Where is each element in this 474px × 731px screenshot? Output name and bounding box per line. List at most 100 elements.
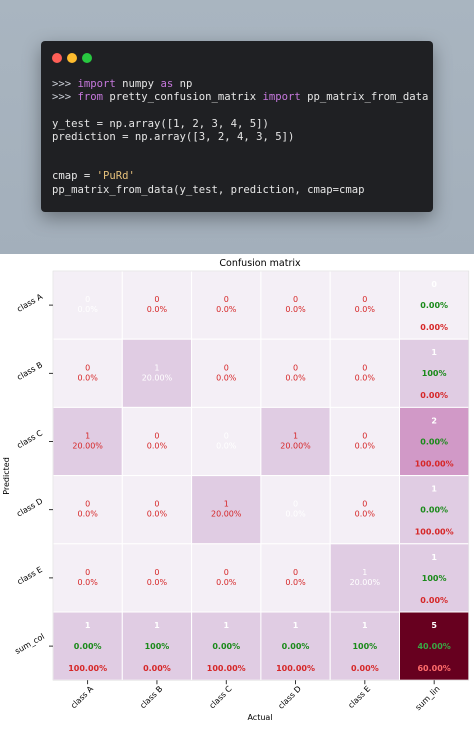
code-line: >>> import numpy as np xyxy=(52,78,427,91)
cell-percent: 0.0% xyxy=(216,442,237,451)
cell-accuracy: 0.00% xyxy=(212,642,240,651)
cell-count: 0 xyxy=(154,295,159,304)
cell-percent: 0.0% xyxy=(147,442,168,451)
matrix-cell: 00.0% xyxy=(260,338,331,408)
cell-count: 0 xyxy=(85,500,90,509)
matrix-cell: 2 0.00% 100.00% xyxy=(399,406,470,477)
cell-background xyxy=(329,543,401,613)
code-token: cmap = xyxy=(52,170,97,183)
cell-count: 1 xyxy=(431,553,437,562)
cell-count: 1 xyxy=(154,621,160,630)
x-tick-label: sum_lin xyxy=(414,684,442,712)
y-axis-label: Predicted xyxy=(2,457,11,495)
matrix-cell: 1 100% 0.00% xyxy=(329,611,401,681)
matrix-cell: 00.0% xyxy=(329,338,401,408)
cell-percent: 0.0% xyxy=(216,373,237,382)
x-tick-label: class D xyxy=(276,684,303,711)
x-tick-label: class A xyxy=(69,684,95,710)
cell-background xyxy=(399,270,470,340)
cell-count: 0 xyxy=(293,568,298,577)
code-line: cmap = 'PuRd' xyxy=(52,170,427,183)
close-window-dot-icon[interactable] xyxy=(52,53,62,63)
x-tick-label: class B xyxy=(138,684,164,710)
code-token: pp_matrix_from_data xyxy=(300,91,429,104)
matrix-cell: 00.0% xyxy=(52,543,123,613)
cell-percent: 0.0% xyxy=(285,373,306,382)
cell-background xyxy=(260,475,331,545)
confusion-matrix-chart: Confusion matrix 00.0%00.0%00.0%00.0%00.… xyxy=(2,258,470,722)
cell-accuracy: 100% xyxy=(422,574,447,583)
cell-count: 0 xyxy=(154,568,159,577)
cell-accuracy: 0.00% xyxy=(74,642,102,651)
cell-count: 1 xyxy=(85,432,90,441)
cell-error: 0.00% xyxy=(420,596,448,605)
cell-percent: 0.0% xyxy=(355,510,376,519)
matrix-cell: 00.0% xyxy=(191,270,262,340)
cell-error: 100.00% xyxy=(415,528,454,537)
cell-accuracy: 100% xyxy=(422,369,447,378)
cell-count: 0 xyxy=(362,432,367,441)
code-block: >>> import numpy as np >>> from pretty_co… xyxy=(52,78,429,197)
cell-background xyxy=(121,406,193,477)
cell-background xyxy=(329,475,401,545)
y-tick-label: class D xyxy=(15,496,44,518)
cell-accuracy: 100% xyxy=(145,642,170,651)
code-token: >>> xyxy=(52,91,78,104)
code-token: np xyxy=(173,78,193,90)
cell-count: 0 xyxy=(85,568,90,577)
matrix-cell: 1 0.00% 100.00% xyxy=(52,611,123,681)
cell-count: 0 xyxy=(224,295,229,304)
cell-background xyxy=(329,406,401,477)
matrix-cell: 00.0% xyxy=(52,338,123,408)
cell-percent: 20.00% xyxy=(211,510,242,519)
matrix-cell: 00.0% xyxy=(121,475,193,545)
cell-percent: 20.00% xyxy=(142,373,173,382)
cell-percent: 0.0% xyxy=(147,305,168,314)
cell-background xyxy=(399,338,470,408)
code-token: numpy xyxy=(115,78,161,90)
cell-count: 1 xyxy=(362,621,368,630)
cell-accuracy: 0.00% xyxy=(420,301,448,310)
cell-error: 100.00% xyxy=(68,664,107,673)
y-tick-label: sum_col xyxy=(13,632,46,656)
cell-count: 1 xyxy=(293,432,298,441)
matrix-cell: 120.00% xyxy=(191,475,262,545)
cell-percent: 20.00% xyxy=(280,442,311,451)
confusion-matrix-figure: Confusion matrix 0 0.0% 0 0.0% 0 0.0% 0 0.0% 0 0.… xyxy=(0,254,474,727)
cell-count: 0 xyxy=(293,500,298,509)
code-token: import xyxy=(77,78,116,90)
cell-count: 1 xyxy=(85,621,91,630)
zoom-window-dot-icon[interactable] xyxy=(82,53,92,63)
cell-count: 1 xyxy=(293,621,299,630)
cell-count: 0 xyxy=(362,500,367,509)
cell-percent: 0.0% xyxy=(216,305,237,314)
matrix-cell: 00.0% xyxy=(52,270,123,340)
minimize-window-dot-icon[interactable] xyxy=(67,53,77,63)
cell-count: 0 xyxy=(154,500,159,509)
cell-count: 0 xyxy=(224,363,229,372)
cell-percent: 0.0% xyxy=(77,510,98,519)
cell-background xyxy=(260,270,331,340)
cell-count: 2 xyxy=(431,416,437,425)
cell-background xyxy=(191,543,262,613)
cell-background xyxy=(121,270,193,340)
cell-percent: 20.00% xyxy=(350,578,381,587)
cell-background xyxy=(121,338,193,408)
cell-percent: 0.0% xyxy=(216,578,237,587)
matrix-cell: 00.0% xyxy=(52,475,123,545)
cell-percent: 0.0% xyxy=(285,578,306,587)
cell-accuracy: 0.00% xyxy=(282,642,310,651)
cell-percent: 0.0% xyxy=(147,510,168,519)
cell-background xyxy=(260,406,331,477)
cell-percent: 0.0% xyxy=(77,305,98,314)
x-axis-label: Actual xyxy=(247,713,272,722)
code-token: y_test = np.array([1, 2, 3, 4, 5]) xyxy=(52,117,269,130)
cell-percent: 0.0% xyxy=(147,578,168,587)
y-tick-label: class B xyxy=(15,360,44,382)
cell-count: 0 xyxy=(224,432,229,441)
cell-count: 0 xyxy=(85,295,90,304)
code-line: >>> from pretty_confusion_matrix import … xyxy=(52,91,429,104)
code-line xyxy=(52,144,427,157)
matrix-cell: 120.00% xyxy=(260,406,331,477)
code-token: as xyxy=(160,78,174,90)
